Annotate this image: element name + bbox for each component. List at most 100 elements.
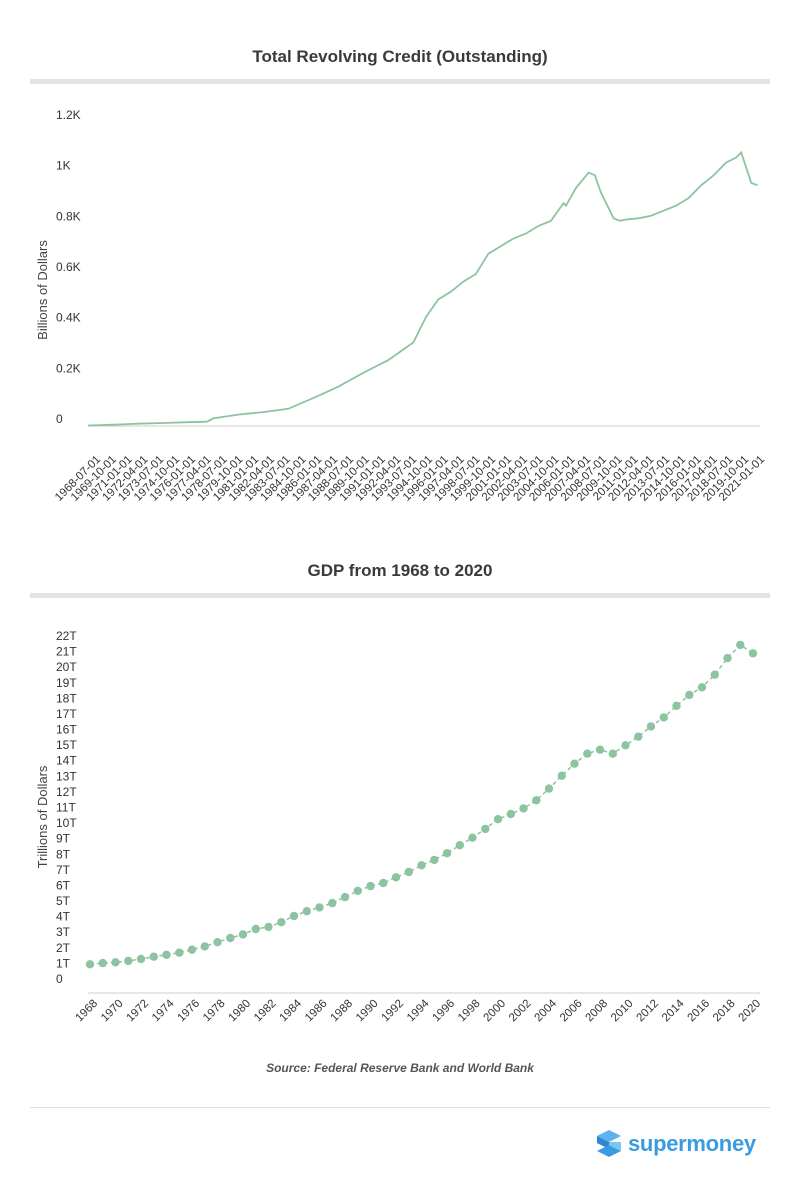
data-point [544, 784, 554, 793]
data-point [200, 942, 209, 951]
data-point [302, 907, 311, 916]
data-point [136, 954, 146, 964]
data-point [659, 713, 668, 722]
y-tick-label: 19T [56, 676, 77, 690]
x-tick-label: 2004 [533, 997, 560, 1024]
data-point [736, 640, 745, 650]
y-tick-label: 3T [56, 925, 71, 939]
x-tick-label: 2020 [737, 998, 764, 1025]
data-point [532, 796, 541, 805]
y-tick-label: 1K [56, 159, 71, 173]
data-point [340, 892, 350, 902]
x-tick-label: 1980 [227, 998, 254, 1025]
y-tick-label: 14T [56, 754, 77, 768]
x-tick-label: 2008 [584, 998, 611, 1025]
data-point [315, 903, 324, 912]
x-tick-label: 1990 [354, 998, 381, 1025]
y-tick-label: 22T [56, 629, 77, 643]
series-line [87, 150, 758, 427]
y-tick-label: 0.4K [56, 311, 81, 325]
data-point [455, 841, 464, 850]
y-axis-title: Trillions of Dollars [35, 765, 50, 868]
data-point [417, 861, 426, 870]
x-tick-label: 1970 [99, 998, 126, 1025]
data-point [264, 922, 273, 932]
data-point [391, 873, 401, 882]
x-tick-label: 1998 [456, 998, 483, 1025]
y-tick-label: 0.8K [56, 209, 81, 223]
brand-name: supermoney [628, 1131, 756, 1156]
y-tick-label: 4T [56, 910, 71, 924]
y-tick-label: 0.2K [56, 361, 81, 375]
x-tick-label: 1994 [405, 997, 432, 1024]
y-tick-label: 9T [56, 832, 71, 846]
data-point [251, 924, 260, 934]
data-point [328, 898, 337, 908]
y-tick-label: 20T [56, 660, 77, 674]
footer-divider [30, 1107, 770, 1108]
data-point [98, 958, 108, 968]
y-tick-label: 16T [56, 723, 77, 737]
y-tick-label: 0.6K [56, 260, 81, 274]
data-point [187, 945, 197, 954]
x-tick-label: 1988 [329, 998, 356, 1025]
data-point [468, 833, 477, 842]
x-tick-label: 2006 [558, 998, 585, 1025]
data-point [124, 956, 133, 966]
x-tick-label: 1978 [201, 998, 228, 1025]
data-point [685, 690, 694, 700]
x-tick-label: 2016 [686, 998, 713, 1025]
y-axis-title: Billions of Dollars [35, 240, 50, 340]
title-divider [30, 593, 770, 598]
y-tick-label: 18T [56, 691, 77, 705]
data-point [85, 960, 95, 969]
data-point [226, 933, 235, 943]
data-point [608, 749, 617, 758]
data-point [481, 824, 490, 834]
chart-title: Total Revolving Credit (Outstanding) [252, 47, 548, 66]
y-tick-label: 5T [56, 894, 71, 908]
y-tick-label: 8T [56, 847, 71, 861]
data-point [175, 948, 184, 957]
x-tick-label: 1986 [303, 998, 330, 1025]
data-point [697, 683, 707, 692]
x-tick-label: 1976 [176, 998, 203, 1025]
data-point [379, 878, 388, 888]
y-tick-label: 15T [56, 738, 77, 752]
data-point [111, 958, 120, 967]
y-tick-label: 12T [56, 785, 77, 799]
data-point [289, 911, 299, 921]
data-point [519, 804, 528, 813]
supermoney-logo-icon [597, 1130, 621, 1157]
data-point [366, 881, 375, 891]
x-tick-label: 1992 [380, 998, 407, 1025]
data-point [493, 815, 503, 824]
y-tick-label: 11T [56, 801, 76, 815]
x-tick-label: 1972 [125, 998, 152, 1025]
y-tick-label: 0 [56, 412, 63, 426]
data-point [672, 701, 681, 710]
brand-logo[interactable]: supermoney [596, 1128, 756, 1160]
data-point [213, 938, 222, 947]
data-point [595, 745, 605, 754]
x-tick-label: 1982 [252, 998, 279, 1025]
data-point [430, 855, 439, 865]
source-note: Source: Federal Reserve Bank and World B… [266, 1061, 534, 1075]
data-point [621, 741, 630, 750]
data-point [748, 649, 758, 658]
y-tick-label: 13T [56, 769, 77, 783]
data-point [634, 732, 643, 741]
x-tick-label: 2002 [507, 998, 534, 1025]
x-tick-label: 2014 [660, 997, 687, 1024]
data-point [238, 930, 248, 939]
data-point [162, 950, 171, 959]
x-tick-label: 1974 [150, 997, 177, 1024]
data-point [404, 867, 413, 877]
y-tick-label: 1.2K [56, 108, 81, 122]
data-point [353, 886, 362, 895]
title-divider [30, 79, 770, 84]
data-point [277, 918, 286, 927]
series-line [89, 643, 754, 966]
